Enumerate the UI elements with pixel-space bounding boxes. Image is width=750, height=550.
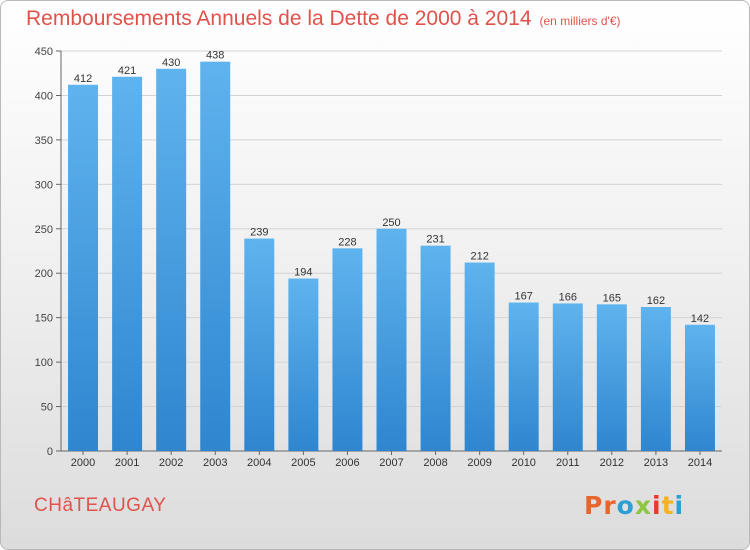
commune-name: CHâTEAUGAY xyxy=(34,495,167,516)
data-label: 228 xyxy=(338,236,356,248)
y-tick-label: 450 xyxy=(35,46,53,58)
logo-letter: i xyxy=(652,491,662,520)
proxiti-logo: Proxiti xyxy=(584,491,684,520)
x-tick-label: 2005 xyxy=(291,457,315,469)
logo-letter: r xyxy=(603,491,617,520)
data-label: 194 xyxy=(294,267,312,279)
x-tick-label: 2002 xyxy=(159,457,183,469)
y-tick-label: 250 xyxy=(35,224,53,236)
x-tick-label: 2013 xyxy=(644,457,668,469)
y-tick-label: 350 xyxy=(35,135,53,147)
chart-title: Remboursements Annuels de la Dette de 20… xyxy=(26,7,621,31)
logo-letter: i xyxy=(674,491,685,520)
x-tick-label: 2008 xyxy=(423,457,447,469)
data-label: 167 xyxy=(515,291,533,303)
bar xyxy=(596,304,627,451)
x-tick-label: 2004 xyxy=(247,457,271,469)
logo-letter: x xyxy=(634,491,652,520)
x-tick-label: 2014 xyxy=(688,457,712,469)
bar xyxy=(68,84,99,452)
bar xyxy=(288,278,319,451)
bar xyxy=(420,245,451,451)
bar xyxy=(508,302,539,451)
y-tick-label: 0 xyxy=(47,446,53,458)
bar xyxy=(112,76,143,452)
data-label: 239 xyxy=(250,227,268,239)
bar xyxy=(684,324,715,451)
data-label: 231 xyxy=(426,234,444,246)
y-tick-label: 150 xyxy=(35,313,53,325)
data-label: 162 xyxy=(647,295,665,307)
data-label: 412 xyxy=(74,73,92,85)
x-tick-label: 2003 xyxy=(203,457,227,469)
chart-unit: (en milliers d'€) xyxy=(539,14,621,28)
x-tick-label: 2000 xyxy=(71,457,95,469)
chart-title-text: Remboursements Annuels de la Dette de 20… xyxy=(26,7,532,30)
bar xyxy=(332,248,363,451)
bar xyxy=(640,307,671,451)
data-label: 438 xyxy=(206,50,224,62)
x-tick-label: 2010 xyxy=(511,457,535,469)
data-label: 212 xyxy=(470,251,488,263)
y-tick-label: 300 xyxy=(35,179,53,191)
data-label: 166 xyxy=(559,291,577,303)
x-tick-label: 2007 xyxy=(379,457,403,469)
x-tick-label: 2009 xyxy=(467,457,491,469)
bar xyxy=(552,303,583,451)
bar xyxy=(156,68,187,452)
x-tick-label: 2006 xyxy=(335,457,359,469)
logo-letter: t xyxy=(661,491,675,520)
x-tick-label: 2011 xyxy=(556,457,580,469)
y-tick-label: 200 xyxy=(35,268,53,280)
y-tick-label: 50 xyxy=(41,402,53,414)
data-label: 142 xyxy=(691,313,709,325)
logo-letter: P xyxy=(584,491,604,520)
data-label: 421 xyxy=(118,65,136,77)
y-tick-label: 100 xyxy=(35,357,53,369)
data-label: 250 xyxy=(382,217,400,229)
y-tick-label: 400 xyxy=(35,90,53,102)
bar xyxy=(200,61,231,452)
bar xyxy=(464,262,495,451)
bars xyxy=(68,61,715,452)
logo-letter: o xyxy=(616,491,635,520)
x-tick-label: 2012 xyxy=(600,457,624,469)
labels: 2000 412 2001 421 2002 430 2003 438 2004 239 2005 1… xyxy=(71,50,712,469)
data-label: 430 xyxy=(162,57,180,69)
bar xyxy=(244,238,275,451)
bar xyxy=(376,228,407,451)
data-label: 165 xyxy=(603,292,621,304)
x-tick-label: 2001 xyxy=(115,457,139,469)
